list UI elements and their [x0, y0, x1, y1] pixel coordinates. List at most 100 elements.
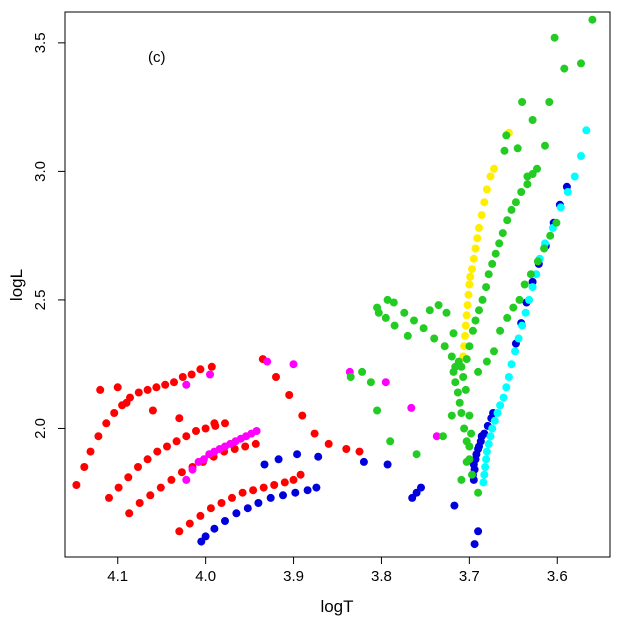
data-point [488, 259, 497, 268]
data-point [293, 450, 302, 459]
data-point [148, 406, 157, 415]
data-point [461, 385, 470, 394]
data-point [468, 326, 477, 335]
data-point [274, 455, 283, 464]
data-point [461, 321, 470, 330]
data-point [366, 378, 375, 387]
data-point [210, 524, 219, 533]
data-point [498, 229, 507, 238]
data-point [518, 321, 527, 330]
data-point [495, 239, 504, 248]
data-point [114, 483, 123, 492]
data-point [105, 493, 113, 502]
data-point [296, 470, 305, 479]
data-point [312, 483, 321, 492]
data-point [451, 378, 460, 387]
data-point [175, 527, 184, 536]
x-tick-label: 3.6 [547, 568, 568, 585]
data-point [453, 388, 462, 397]
data-point [447, 411, 456, 420]
data-point [588, 15, 597, 24]
data-point [102, 419, 111, 428]
data-point [407, 403, 416, 412]
data-point [507, 205, 516, 214]
data-point [511, 198, 520, 207]
data-point [451, 362, 460, 371]
data-point [520, 280, 529, 289]
data-point [201, 424, 210, 433]
data-point [528, 283, 537, 292]
data-point [474, 527, 483, 536]
data-point [285, 391, 294, 399]
data-point [468, 470, 476, 479]
data-point [303, 486, 312, 495]
series-1 [182, 357, 441, 484]
data-point [182, 380, 191, 389]
data-point [210, 419, 219, 428]
data-point [471, 244, 480, 253]
x-tick-label: 3.9 [283, 568, 304, 585]
data-point [550, 33, 559, 42]
data-point [178, 373, 187, 381]
data-point [314, 452, 323, 461]
data-point [254, 499, 263, 507]
data-point [96, 385, 105, 394]
data-point [457, 475, 466, 484]
data-point [182, 475, 191, 484]
data-point [289, 475, 298, 484]
data-point [477, 211, 486, 220]
data-point [146, 491, 155, 500]
data-point [182, 432, 191, 441]
data-point [471, 316, 480, 325]
data-point [403, 331, 412, 340]
data-point [502, 131, 511, 140]
data-point [484, 439, 493, 448]
data-point [199, 455, 208, 464]
data-point [152, 383, 161, 392]
data-point [280, 478, 289, 487]
data-point [241, 442, 250, 451]
data-point [509, 303, 518, 312]
data-point [86, 447, 95, 456]
data-point [272, 373, 280, 381]
data-point [511, 347, 520, 356]
y-tick-label: 2.5 [32, 289, 49, 310]
data-point [187, 370, 196, 379]
data-point [469, 254, 478, 263]
data-point [474, 367, 483, 376]
data-point [175, 414, 184, 423]
series-0 [72, 355, 364, 536]
data-point [473, 234, 482, 243]
data-point [196, 511, 205, 520]
data-point [481, 463, 490, 471]
data-point [390, 321, 399, 330]
data-point [251, 439, 260, 448]
data-point [521, 308, 530, 317]
data-point [461, 331, 469, 340]
data-point [238, 488, 247, 497]
data-point [185, 519, 194, 528]
data-point [450, 501, 459, 510]
data-point [143, 385, 152, 394]
data-point [113, 383, 122, 392]
data-point [177, 468, 186, 477]
data-point [419, 324, 428, 333]
data-point [217, 499, 226, 507]
x-tick-label: 4.0 [195, 568, 216, 585]
data-point [482, 447, 491, 456]
data-point [252, 427, 261, 435]
data-point [502, 383, 511, 392]
data-point [465, 280, 474, 289]
x-axis: 4.1 4.0 3.9 3.8 3.7 3.6 [107, 557, 568, 585]
data-point [523, 180, 532, 189]
data-point [163, 442, 171, 451]
data-point [488, 424, 497, 433]
data-point [528, 170, 537, 178]
data-point [518, 98, 527, 106]
y-axis: 2.0 2.5 3.0 3.5 [32, 32, 65, 439]
data-point [346, 373, 355, 381]
data-point [496, 401, 505, 410]
data-point [507, 360, 516, 369]
data-point [467, 429, 476, 438]
